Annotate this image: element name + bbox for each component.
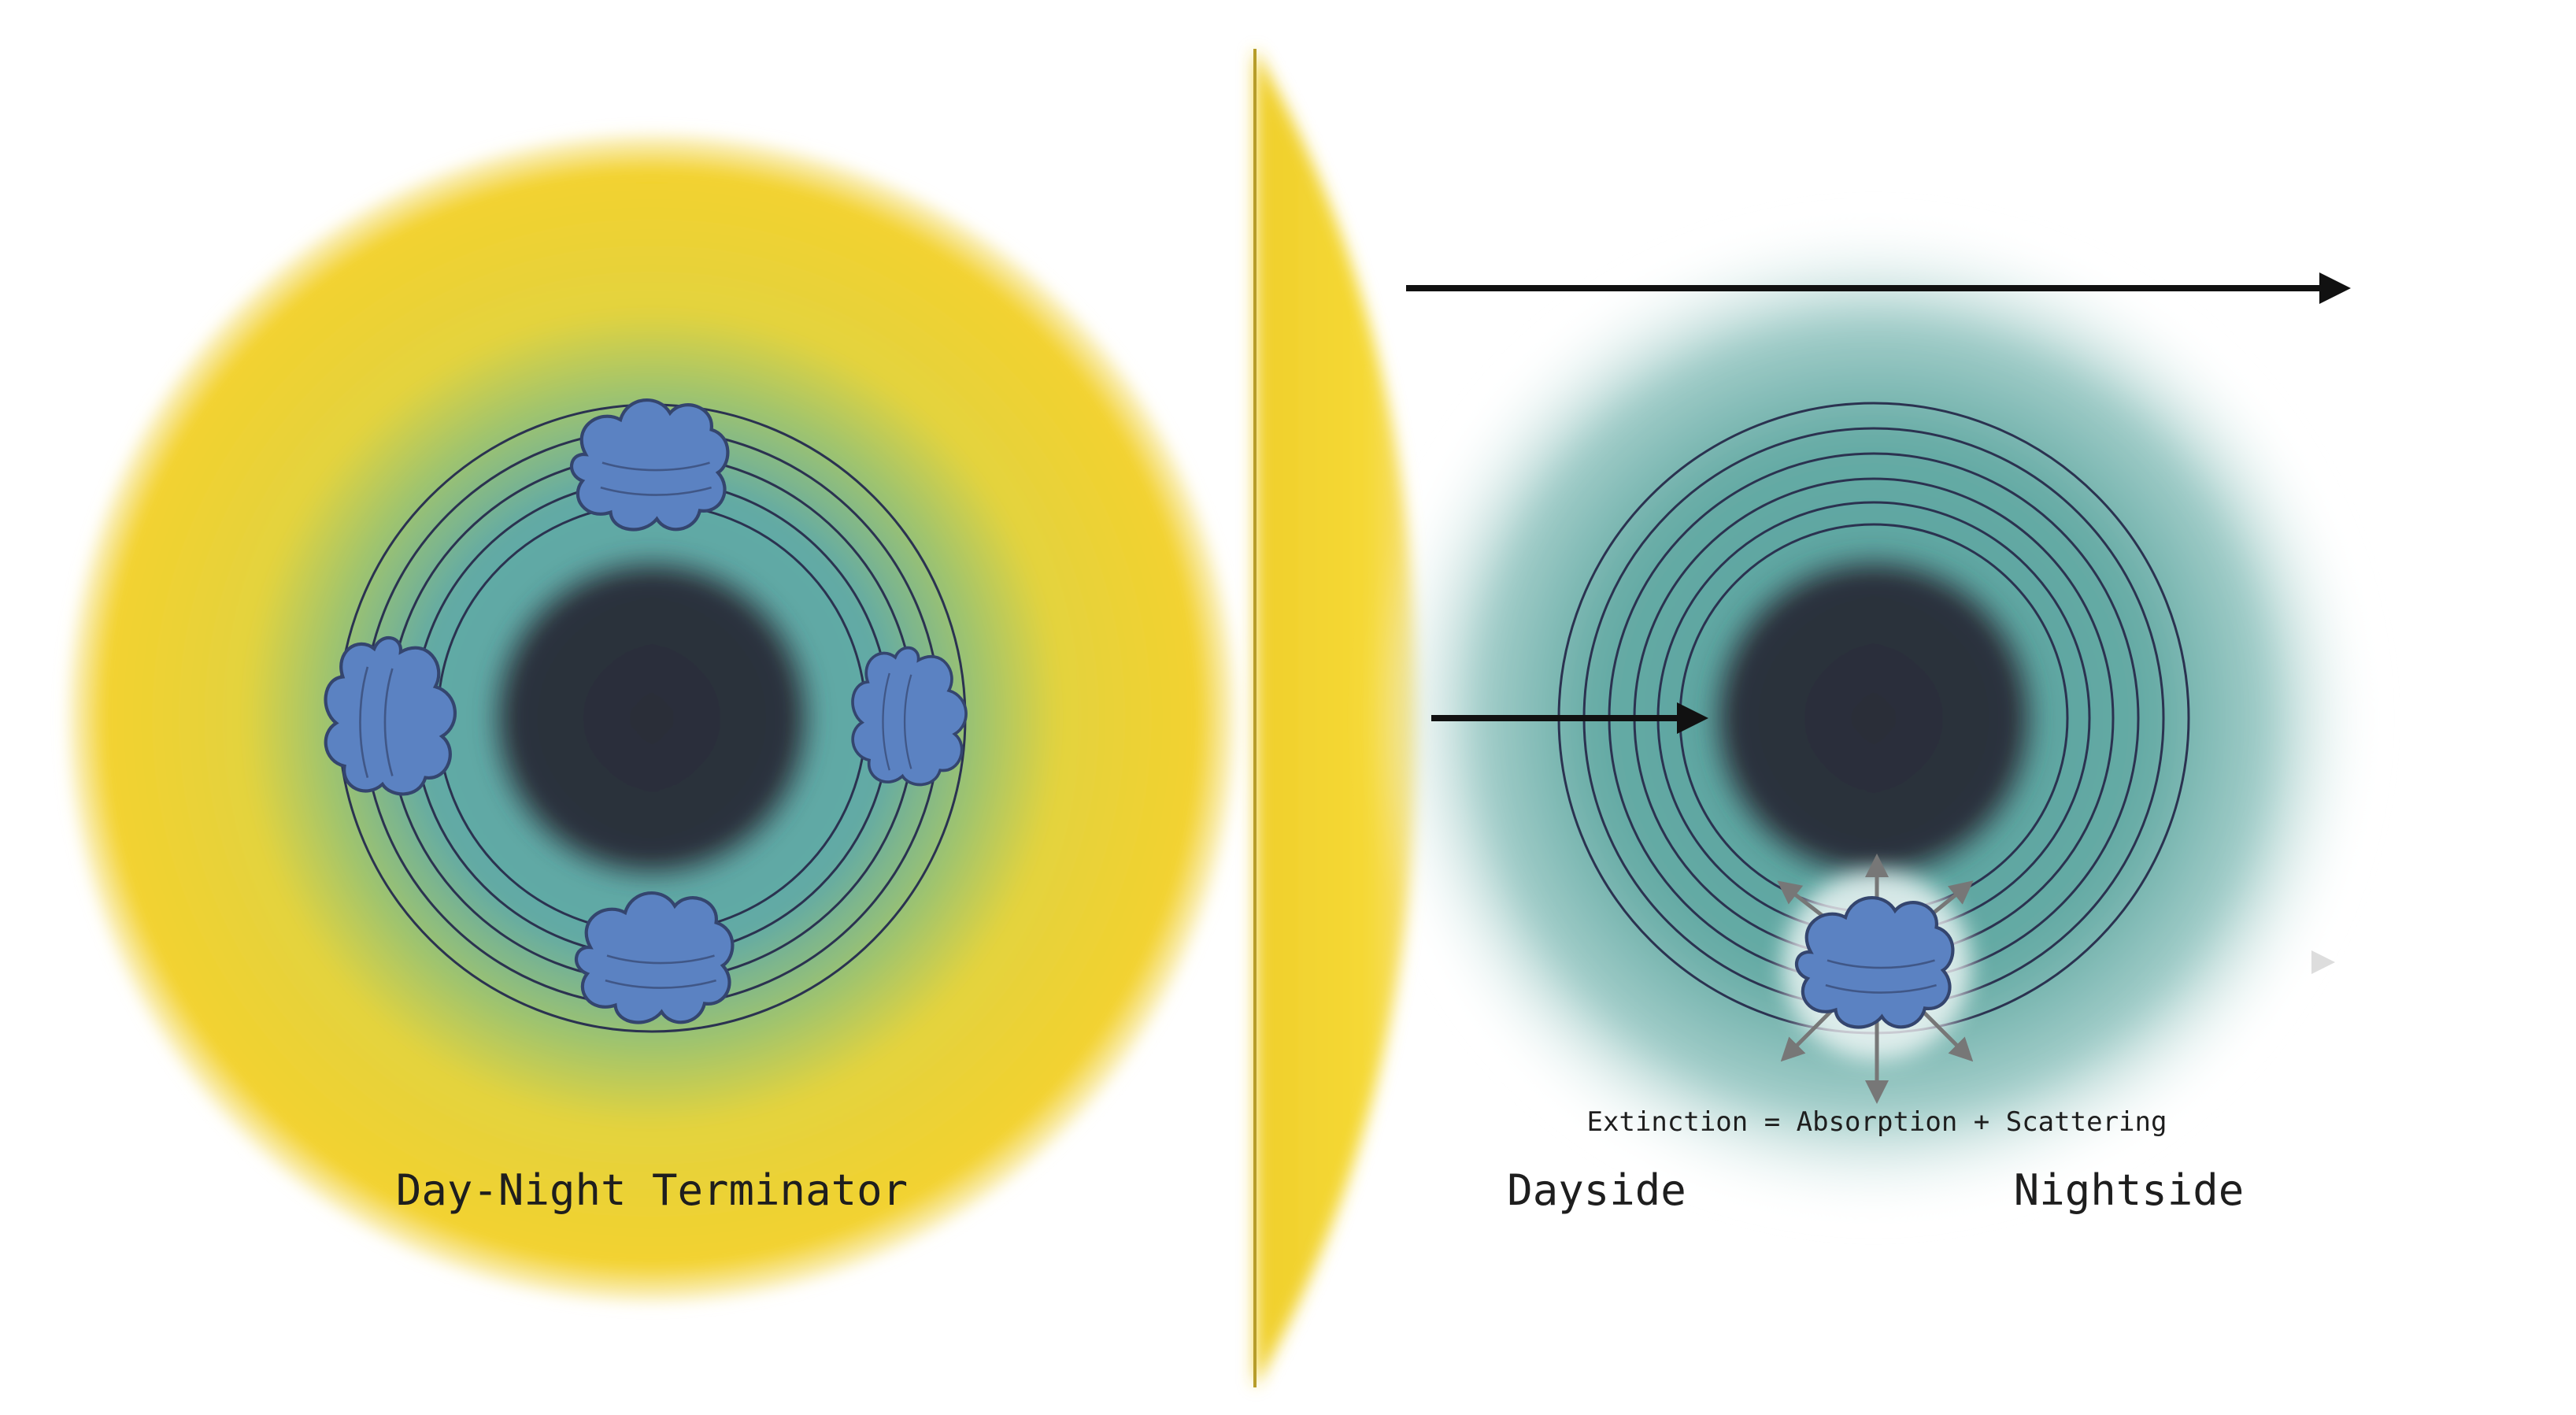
cloud-icon (326, 638, 455, 794)
planet-disk (1701, 545, 2047, 891)
terminator-view: Day-Night Terminator (69, 135, 1234, 1301)
nightside-label: Nightside (2014, 1165, 2245, 1215)
cloud-icon (853, 648, 966, 785)
cloud-icon (1797, 898, 1952, 1027)
terminator-label: Day-Night Terminator (396, 1165, 908, 1215)
limb-view: Extinction = Absorption + Scattering Day… (1255, 49, 2378, 1387)
planet-disk (480, 546, 824, 890)
extinction-equation: Extinction = Absorption + Scattering (1587, 1106, 2167, 1138)
cloud-icon (572, 400, 727, 529)
cloud-icon (576, 893, 732, 1022)
dayside-label: Dayside (1507, 1165, 1686, 1215)
